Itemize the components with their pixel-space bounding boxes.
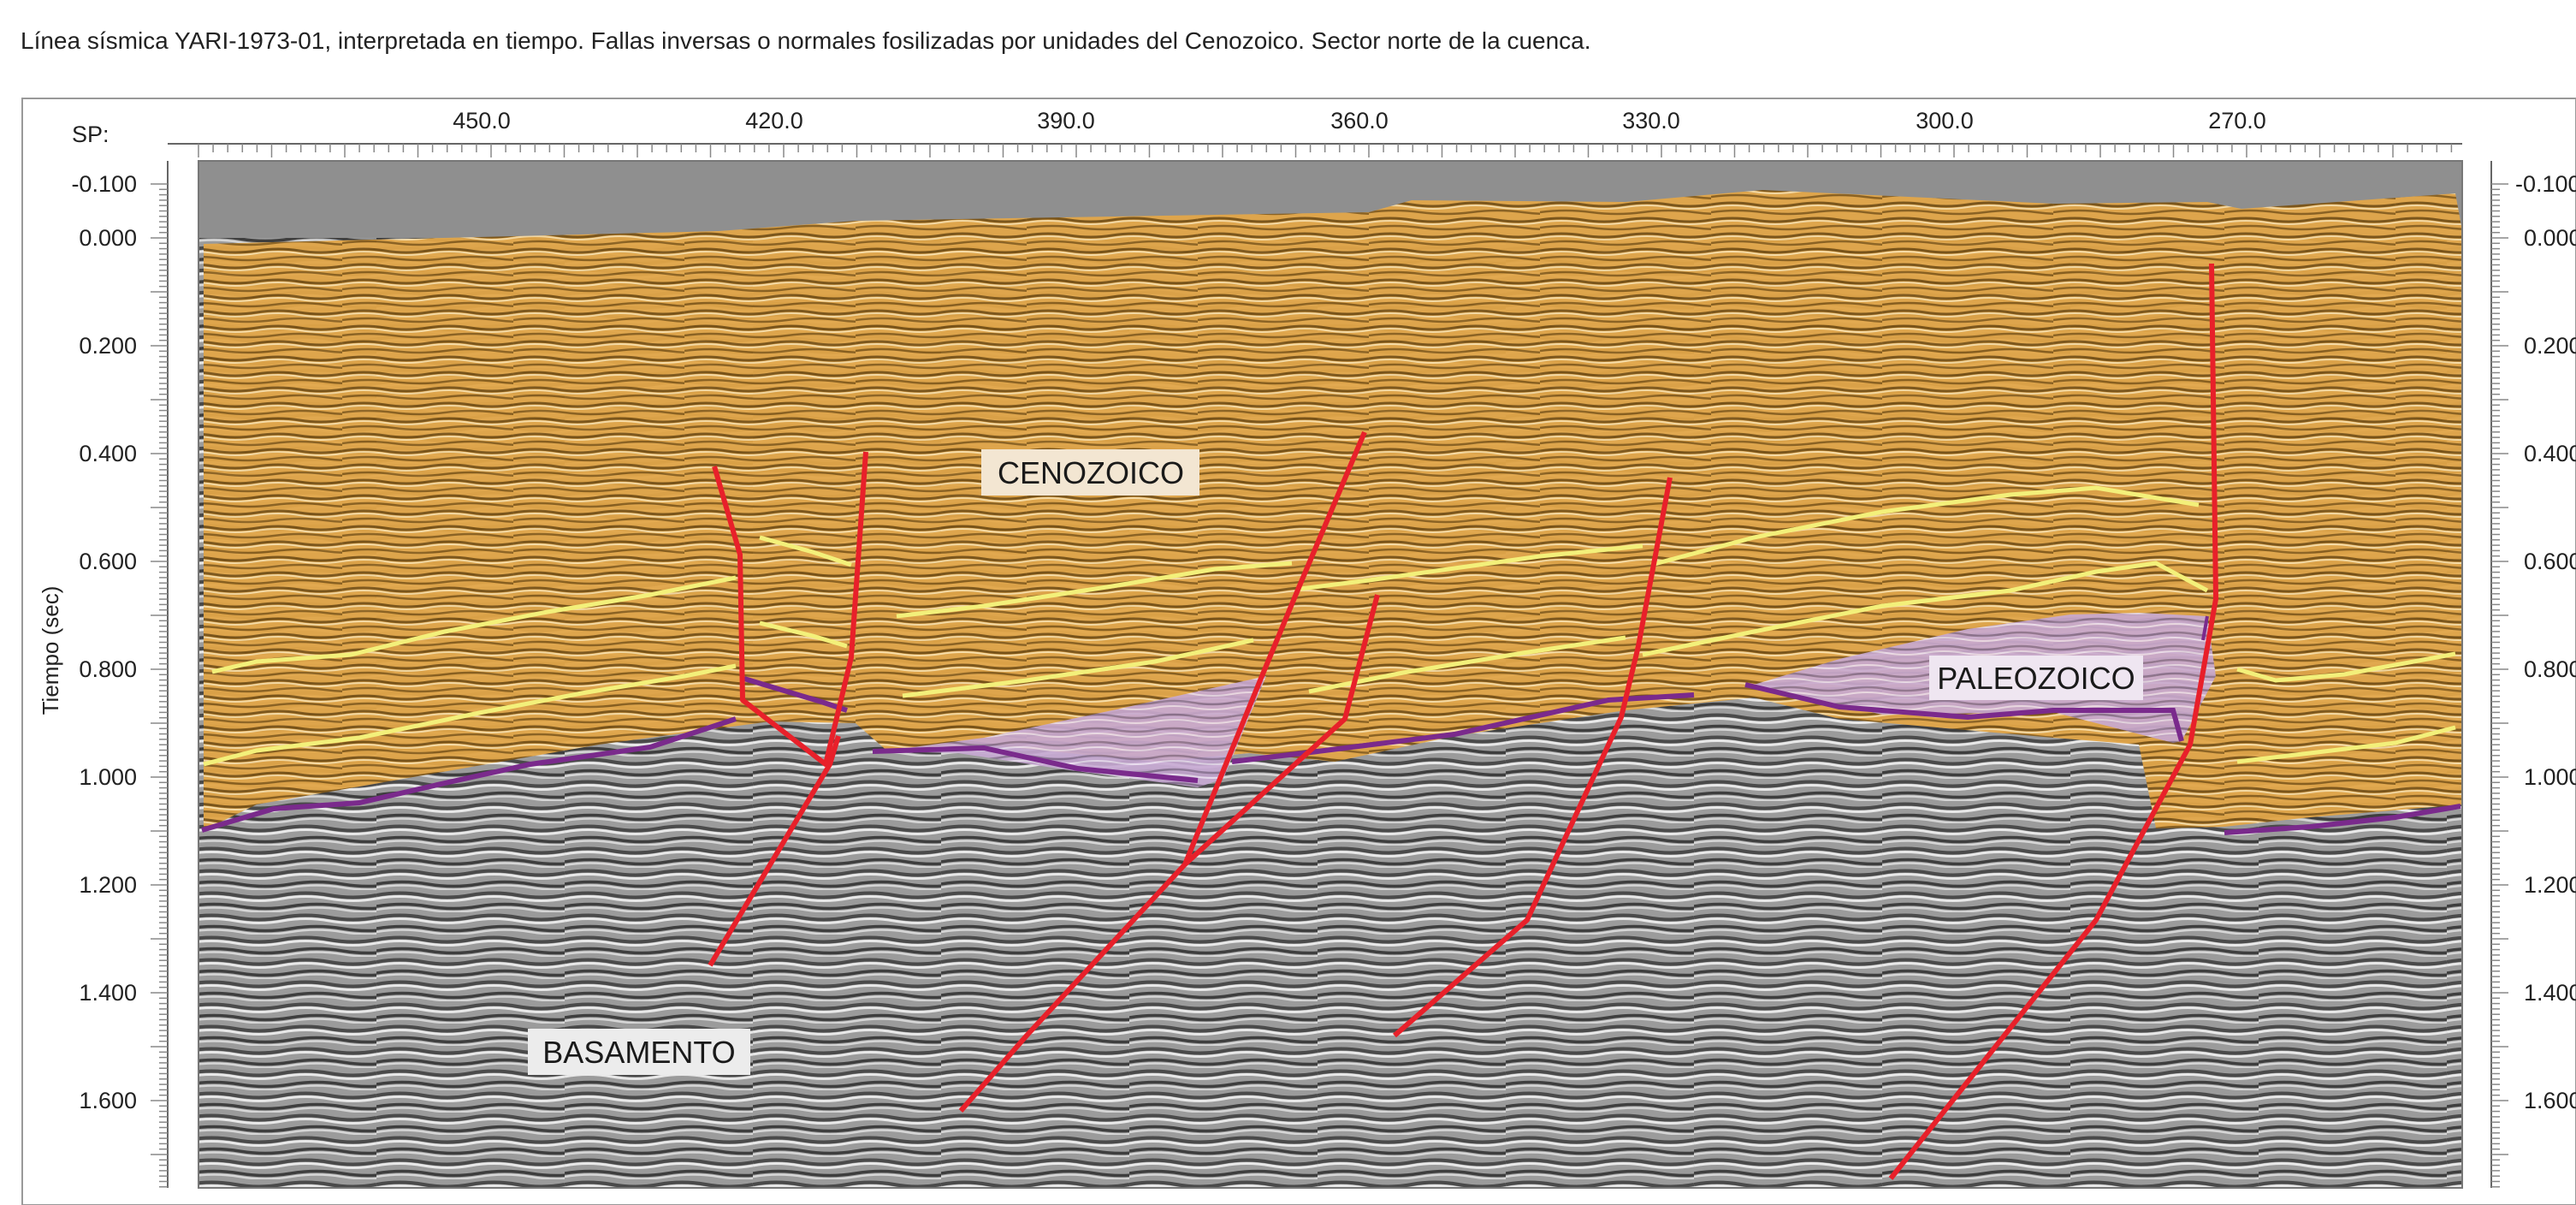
time-tick-label: 1.600 [79, 1088, 137, 1113]
sp-axis-label: SP: [72, 122, 110, 147]
time-tick-label-right: 1.400 [2524, 980, 2576, 1006]
time-tick-label-right: 0.600 [2524, 549, 2576, 574]
time-tick-label-right: 1.200 [2524, 872, 2576, 898]
sp-tick-label: 330.0 [1622, 108, 1680, 134]
unit-label-basamento: BASAMENTO [528, 1029, 750, 1075]
basement-top-horizon-5 [1744, 682, 2184, 742]
sp-axis: SP: 450.0 420.0 390.0 360.0 330.0 300.0 … [72, 108, 2462, 157]
time-tick-label: 0.200 [79, 333, 137, 359]
time-tick-label-right: 0.800 [2524, 656, 2576, 682]
time-tick-label: 1.000 [79, 764, 137, 790]
time-tick-label-right: 0.200 [2524, 333, 2576, 359]
time-tick-label: 0.600 [79, 549, 137, 574]
sp-tick-label: 300.0 [1916, 108, 1974, 134]
time-tick-label: 0.400 [79, 441, 137, 466]
time-tick-label: 1.400 [79, 980, 137, 1006]
unit-label-cenozoico: CENOZOICO [981, 449, 1199, 496]
fault-6 [1888, 263, 2218, 1180]
basement-top-horizon-4 [1231, 692, 1695, 764]
unit-label-paleozoico: PALEOZOICO [1929, 656, 2143, 700]
time-axis-label: Tiempo (sec) [38, 586, 63, 715]
seismic-panel-frame [198, 160, 2463, 1189]
time-axis-left: -0.100 0.000 0.200 0.400 0.600 0.800 1.0… [38, 161, 169, 1188]
fault-2 [708, 735, 841, 967]
basement-top-horizon [201, 716, 737, 833]
fault-4 [958, 594, 1380, 1113]
time-tick-label: 0.800 [79, 656, 137, 682]
paleozoico-unit-west [881, 676, 1266, 787]
basement-top-horizon-6 [2224, 804, 2461, 835]
sp-tick-label: 270.0 [2208, 108, 2266, 134]
cenozoic-horizons [203, 485, 2456, 767]
time-tick-label: 0.000 [79, 225, 137, 251]
time-tick-label-right: 1.000 [2524, 764, 2576, 790]
cenozoico-label: CENOZOICO [998, 455, 1184, 490]
sp-tick-label: 420.0 [745, 108, 803, 134]
figure-caption: Línea sísmica YARI-1973-01, interpretada… [21, 27, 1591, 54]
time-tick-label: -0.100 [71, 171, 137, 197]
faults [708, 263, 2218, 1180]
time-tick-label-right: 0.400 [2524, 441, 2576, 466]
time-tick-label-right: -0.100 [2515, 171, 2576, 197]
paleozoico-label: PALEOZOICO [1937, 661, 2135, 696]
time-tick-label: 1.200 [79, 872, 137, 898]
sp-tick-label: 450.0 [453, 108, 511, 134]
sp-tick-label: 360.0 [1330, 108, 1389, 134]
sp-tick-label: 390.0 [1037, 108, 1095, 134]
time-axis-right: -0.100 0.000 0.200 0.400 0.600 0.800 1.0… [2490, 161, 2576, 1188]
time-tick-label-right: 1.600 [2524, 1088, 2576, 1113]
paleozoico-top-horizon [2201, 615, 2209, 641]
time-tick-label-right: 0.000 [2524, 225, 2576, 251]
fault-5 [1393, 477, 1673, 1038]
fault-3 [1182, 430, 1367, 866]
basamento-label: BASAMENTO [542, 1035, 735, 1070]
fault-1 [712, 451, 868, 767]
seismic-panel [198, 161, 2462, 1188]
basement-top-horizon-3 [872, 745, 1199, 783]
